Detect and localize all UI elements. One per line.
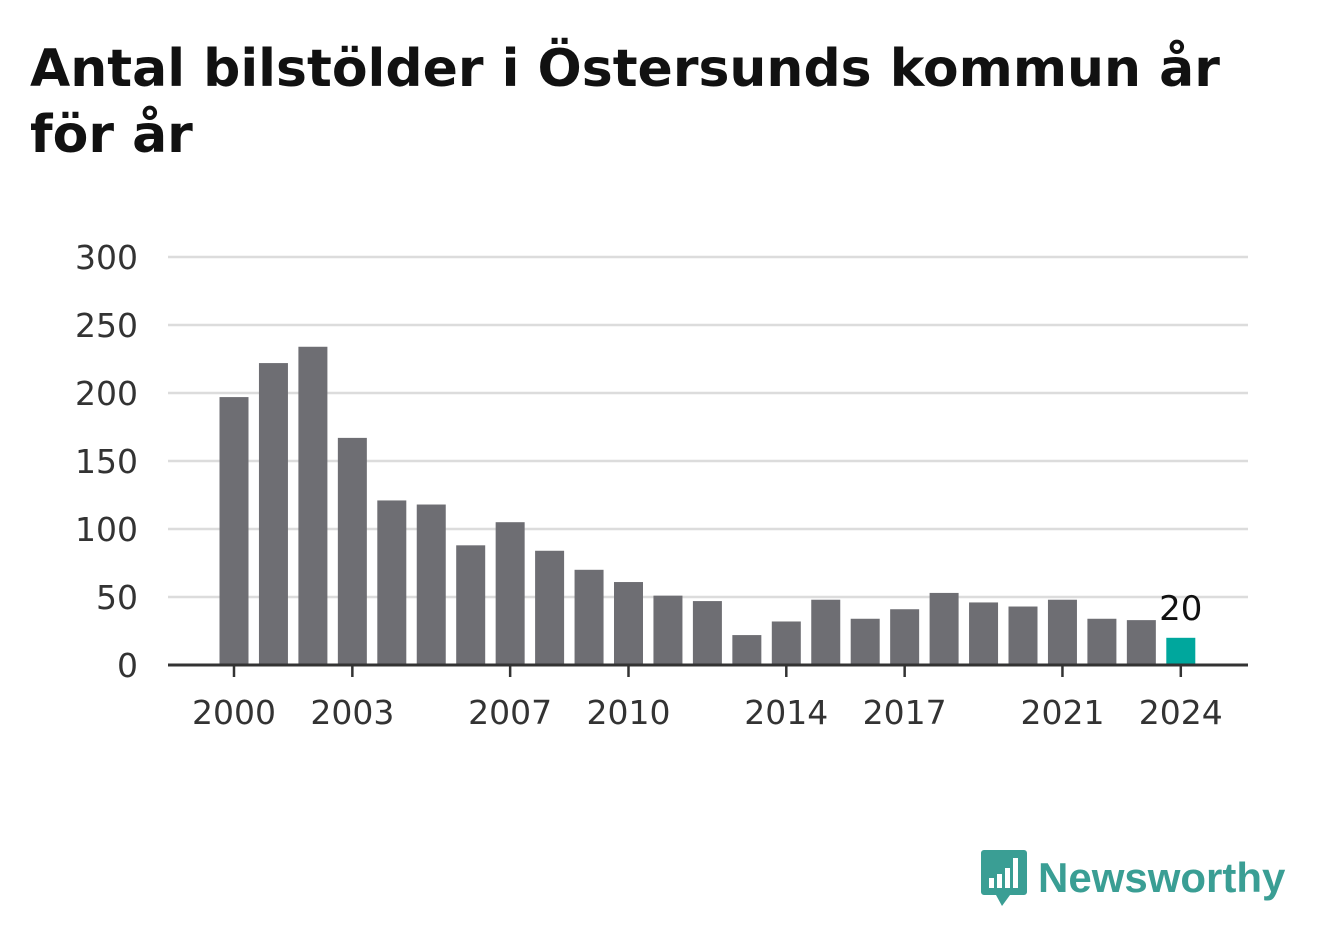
y-tick-label: 300 xyxy=(75,238,138,277)
bar-2014 xyxy=(771,621,801,665)
x-tick-label: 2014 xyxy=(744,693,828,732)
y-tick-label: 0 xyxy=(117,646,138,685)
x-tick-label: 2003 xyxy=(310,693,394,732)
bar-2000 xyxy=(219,397,249,665)
x-tick-label: 2007 xyxy=(468,693,552,732)
bar-2016 xyxy=(850,618,880,665)
y-tick-label: 150 xyxy=(75,442,138,481)
bar-2021 xyxy=(1047,599,1077,665)
bar-2012 xyxy=(692,601,722,665)
bar-2020 xyxy=(1008,606,1038,665)
bar-2024 xyxy=(1166,637,1196,665)
bar-2003 xyxy=(337,437,367,665)
bar-chart: 0 50 100 150 200 250 300 2000 2003 2007 2010 2014 20… xyxy=(75,238,1248,732)
y-tick-label: 50 xyxy=(96,578,138,617)
x-tick-label: 2010 xyxy=(587,693,671,732)
y-tick-label: 100 xyxy=(75,510,138,549)
bar-2006 xyxy=(456,545,486,665)
bar-2004 xyxy=(377,500,407,665)
x-tick-label: 2017 xyxy=(863,693,947,732)
brand-logo: Newsworthy xyxy=(980,848,1285,908)
y-tick-label: 200 xyxy=(75,374,138,413)
x-tick-label: 2000 xyxy=(192,693,276,732)
bar-2008 xyxy=(535,550,565,665)
bar-2018 xyxy=(929,592,959,665)
data-label: 20 xyxy=(1159,589,1202,629)
y-tick-label: 250 xyxy=(75,306,138,345)
bar-2010 xyxy=(614,582,643,665)
bar-2023 xyxy=(1126,620,1156,665)
bar-2019 xyxy=(969,602,999,665)
bar-2015 xyxy=(811,599,841,665)
bar-2011 xyxy=(653,595,683,665)
chart-title: Antal bilstölder i Östersunds kommun år … xyxy=(30,39,1220,165)
bar-2002 xyxy=(298,346,328,665)
bar-2013 xyxy=(732,635,762,665)
bar-2007 xyxy=(495,522,525,665)
bar-2005 xyxy=(416,504,446,665)
bar-2017 xyxy=(890,609,920,665)
bar-2001 xyxy=(258,363,288,665)
bar-2009 xyxy=(574,569,604,665)
bar-chart-speech-bubble-icon xyxy=(981,850,1027,906)
x-tick-label: 2024 xyxy=(1139,693,1223,732)
x-tick-label: 2021 xyxy=(1020,693,1104,732)
bar-2022 xyxy=(1087,618,1117,665)
brand-name: Newsworthy xyxy=(1038,854,1286,901)
